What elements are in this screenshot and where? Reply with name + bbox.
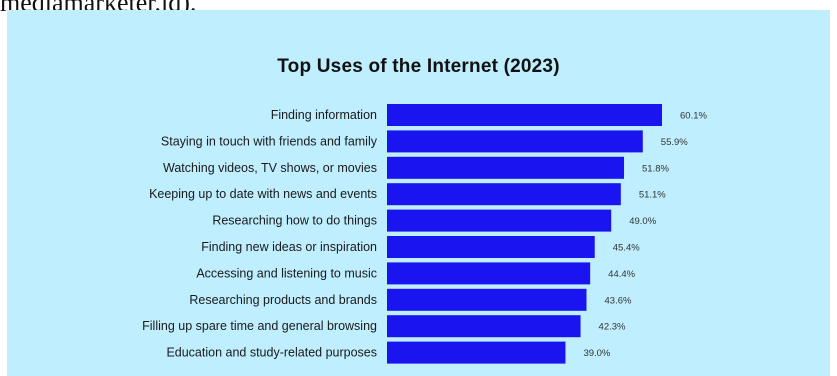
value-label: 55.9% bbox=[661, 137, 688, 148]
bar bbox=[387, 288, 587, 311]
chart-title: Top Uses of the Internet (2023) bbox=[277, 56, 560, 77]
category-label: Researching products and brands bbox=[189, 293, 377, 307]
value-label: 43.6% bbox=[605, 295, 632, 306]
bar bbox=[387, 262, 591, 285]
value-label: 44.4% bbox=[608, 269, 635, 280]
bar bbox=[387, 209, 612, 232]
category-label: Staying in touch with friends and family bbox=[161, 134, 378, 148]
category-label: Researching how to do things bbox=[212, 214, 377, 228]
value-label: 42.3% bbox=[599, 322, 626, 333]
bar bbox=[387, 315, 581, 338]
category-label: Finding new ideas or inspiration bbox=[201, 240, 377, 254]
category-label: Education and study-related purposes bbox=[166, 346, 377, 360]
category-label: Keeping up to date with news and events bbox=[149, 187, 377, 201]
value-label: 45.4% bbox=[613, 243, 640, 254]
bar bbox=[387, 156, 625, 179]
value-label: 60.1% bbox=[680, 111, 707, 122]
bar bbox=[387, 130, 643, 153]
category-label: Finding information bbox=[271, 108, 377, 122]
bar bbox=[387, 104, 662, 126]
value-label: 51.1% bbox=[639, 190, 666, 201]
value-label: 49.0% bbox=[629, 216, 656, 227]
value-label: 51.8% bbox=[642, 163, 669, 174]
category-label: Watching videos, TV shows, or movies bbox=[163, 161, 377, 175]
category-label: Accessing and listening to music bbox=[196, 266, 377, 280]
bar-chart: Finding information 60.1% Staying in touch… bbox=[142, 104, 707, 364]
chart-panel: Top Uses of the Internet (2023) Finding … bbox=[7, 10, 830, 376]
value-label: 39.0% bbox=[583, 348, 610, 359]
bar bbox=[387, 183, 621, 206]
category-label: Filling up spare time and general browsi… bbox=[142, 319, 377, 333]
bar bbox=[387, 341, 566, 364]
bar bbox=[387, 236, 595, 258]
